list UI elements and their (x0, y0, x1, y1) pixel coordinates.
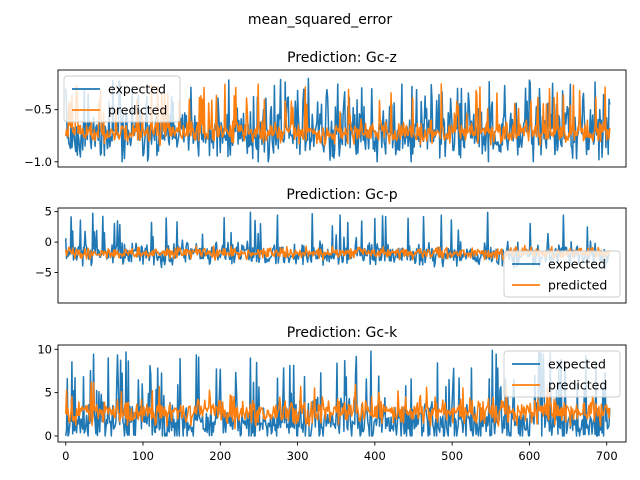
axes-frame (57, 344, 627, 443)
x-tick-label: 500 (441, 449, 463, 463)
series-line-predicted (64, 83, 611, 147)
subplot-title: Prediction: Gc-p (286, 187, 397, 203)
x-tick-label: 100 (132, 449, 154, 463)
legend: expected predicted (63, 75, 181, 123)
subplot-gc-p: Prediction: Gc-p −5 0 5 expected predicted (35, 187, 627, 304)
series-line-expected (64, 349, 611, 437)
x-tick-label: 200 (209, 449, 231, 463)
legend-label-expected: expected (548, 257, 606, 272)
subplot-gc-z: Prediction: Gc-z −1.0 −0.5 expected predict… (24, 50, 627, 169)
legend-label-predicted: predicted (108, 103, 167, 118)
y-tick-label: 10 (37, 342, 52, 356)
x-tick-label: 0 (62, 449, 69, 463)
legend: expected predicted (503, 250, 621, 298)
x-tick-label: 400 (364, 449, 386, 463)
plot-area: −5 0 5 expected predicted (35, 205, 627, 304)
legend-label-predicted: predicted (548, 378, 607, 393)
subplot-title: Prediction: Gc-k (287, 325, 398, 341)
x-tick-label: 600 (518, 449, 540, 463)
y-tick-label: 0 (45, 235, 52, 249)
axes-frame (57, 69, 627, 168)
y-tick-label: −1.0 (24, 155, 52, 169)
legend-label-expected: expected (548, 357, 606, 372)
subplot-title: Prediction: Gc-z (287, 50, 397, 66)
legend-label-expected: expected (108, 82, 166, 97)
figure-suptitle: mean_squared_error (248, 12, 392, 28)
y-tick-label: 5 (45, 205, 52, 219)
plot-area: −1.0 −0.5 expected predicted (24, 69, 627, 169)
y-tick-label: 5 (45, 386, 52, 400)
x-tick-label: 300 (287, 449, 309, 463)
legend: expected predicted (503, 350, 621, 398)
series-line-predicted (64, 381, 611, 430)
x-tick-label: 700 (596, 449, 618, 463)
axes-frame (57, 207, 627, 304)
y-tick-label: −5 (35, 266, 52, 280)
y-tick-label: −0.5 (24, 103, 52, 117)
y-tick-label: 0 (45, 429, 52, 443)
legend-label-predicted: predicted (548, 278, 607, 293)
